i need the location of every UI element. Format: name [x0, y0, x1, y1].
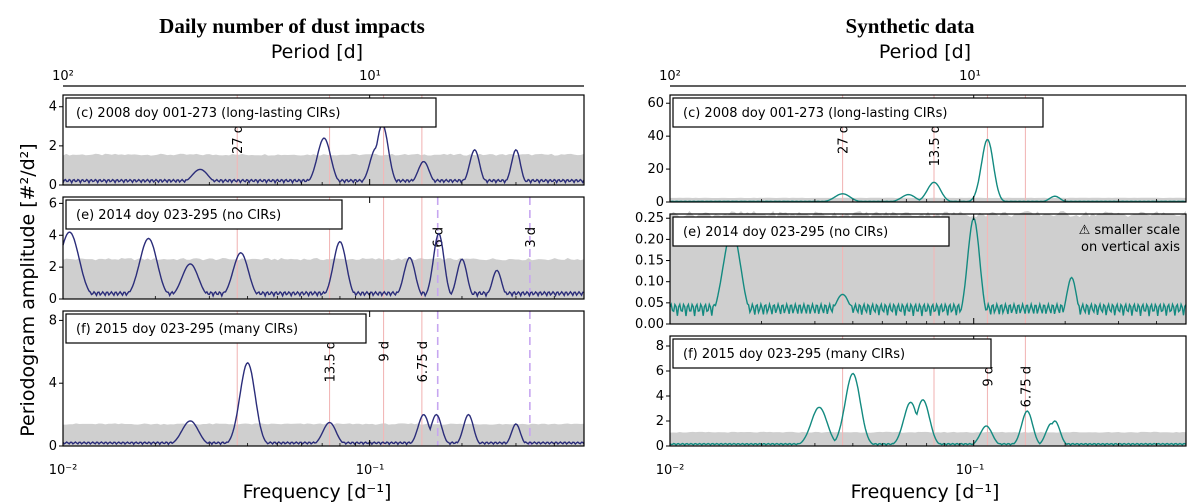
- plot-frame: [62, 94, 585, 186]
- period-marker-label: 9 d: [378, 341, 393, 362]
- period-marker-label: 13.5 d: [324, 341, 339, 382]
- y-tick-label: 20: [647, 162, 664, 177]
- y-tick-label: 4: [49, 100, 57, 115]
- panel-left-c: 27 d 0 2 4 (c) 2008 doy 001-273 (long-lastin…: [49, 94, 585, 193]
- right-bottom-tick-01: 10⁻¹: [956, 463, 985, 478]
- y-tick-label: 0.10: [635, 275, 664, 290]
- plot-frame: [669, 94, 1187, 203]
- plot-frame: [62, 310, 585, 447]
- y-tick-label: 6: [656, 364, 664, 379]
- period-marker-label: 6.75 d: [416, 341, 431, 382]
- y-tick-label: 0.00: [635, 317, 664, 332]
- left-bottom-xlabel: Frequency [d⁻¹]: [243, 481, 392, 502]
- panel-label-box: [672, 216, 950, 247]
- panel-label-box: [65, 97, 437, 128]
- plot-frame: [62, 196, 585, 300]
- periodogram-series-line: [62, 123, 585, 185]
- noise-band: [670, 197, 1186, 202]
- noise-band: [670, 431, 1186, 446]
- left-top-tick-100: 10²: [52, 69, 74, 84]
- period-marker-label: 6.75 d: [1019, 366, 1034, 407]
- y-tick-label: 0.25: [635, 211, 664, 226]
- periodogram-series-line: [669, 217, 1187, 317]
- period-marker-label: 13.5 d: [928, 125, 943, 166]
- panel-right-c: 27 d 13.5 d 0 20 40 60 (c) 2008 doy 001-273 (l…: [647, 94, 1187, 210]
- period-marker-label: 9 d: [981, 366, 996, 387]
- y-tick-label: 2: [49, 139, 57, 154]
- period-marker-label: 6 d: [432, 227, 447, 248]
- y-tick-label: 8: [656, 339, 664, 354]
- y-tick-label: 0: [49, 178, 57, 193]
- period-marker-label: 3 d: [524, 227, 539, 248]
- noise-band: [63, 153, 584, 185]
- right-top-xlabel: Period [d]: [879, 41, 971, 63]
- panel-left-e: 6 d 3 d 0 2 4 6 (e) 2014 doy 023-295 (no CIRs): [49, 196, 585, 307]
- panel-label: (c) 2008 doy 001-273 (long-lasting CIRs): [76, 106, 340, 121]
- panel-right-f: 9 d 6.75 d 0 2 4 6 8 (f) 2015 doy 023-295 (many…: [656, 335, 1187, 454]
- y-tick-label: 40: [647, 129, 664, 144]
- periodogram-series-line: [669, 372, 1187, 446]
- y-tick-label: 8: [49, 313, 57, 328]
- y-tick-label: 0.05: [635, 296, 664, 311]
- panel-left-f: 13.5 d 9 d 6.75 d 0 4 8 (f) 2015 doy 023-295 (…: [49, 310, 585, 454]
- panel-label-box: [65, 199, 343, 230]
- y-tick-label: 2: [49, 260, 57, 275]
- panel-label-box: [672, 97, 1044, 128]
- y-tick-label: 4: [656, 389, 664, 404]
- y-tick-label: 4: [49, 376, 57, 391]
- right-bottom-xlabel: Frequency [d⁻¹]: [851, 481, 1000, 502]
- right-top-tick-100: 10²: [659, 69, 681, 84]
- period-marker-label: 27 d: [231, 125, 246, 154]
- periodogram-series-line: [62, 361, 585, 446]
- y-tick-label: 60: [647, 96, 664, 111]
- y-tick-label: 4: [49, 228, 57, 243]
- left-title: Daily number of dust impacts: [159, 14, 425, 38]
- panel-label: (e) 2014 doy 023-295 (no CIRs): [76, 208, 281, 223]
- panel-label-box: [65, 313, 367, 344]
- right-top-tick-10: 10¹: [959, 69, 981, 84]
- panel-label-box: [672, 338, 992, 369]
- panel-label: (f) 2015 doy 023-295 (many CIRs): [683, 347, 905, 362]
- noise-band: [63, 423, 584, 446]
- plot-frame: [669, 335, 1187, 447]
- y-tick-label: 0: [49, 292, 57, 307]
- y-axis-label: Periodogram amplitude [#²/d²]: [17, 143, 39, 436]
- periodogram-series-line: [62, 231, 585, 299]
- scale-note: on vertical axis: [1081, 240, 1180, 255]
- y-tick-label: 0: [49, 439, 57, 454]
- y-tick-label: 0.20: [635, 232, 664, 247]
- left-bottom-tick-01: 10⁻¹: [356, 463, 385, 478]
- scale-note: ⚠ smaller scale: [1079, 223, 1180, 238]
- right-title: Synthetic data: [846, 14, 975, 38]
- period-marker-label: 27 d: [837, 125, 852, 154]
- plot-frame: [669, 213, 1187, 325]
- panel-right-e: 0.00 0.05 0.10 0.15 0.20 0.25 (e) 2014 doy 023…: [635, 210, 1187, 332]
- left-bottom-tick-001: 10⁻²: [49, 463, 78, 478]
- right-bottom-tick-001: 10⁻²: [656, 463, 685, 478]
- y-tick-label: 0: [656, 195, 664, 210]
- panel-label: (f) 2015 doy 023-295 (many CIRs): [76, 322, 298, 337]
- y-tick-label: 0.15: [635, 254, 664, 269]
- y-tick-label: 0: [656, 439, 664, 454]
- left-top-xlabel: Period [d]: [271, 41, 363, 63]
- y-tick-label: 2: [656, 414, 664, 429]
- y-tick-label: 6: [49, 196, 57, 211]
- panel-label: (c) 2008 doy 001-273 (long-lasting CIRs): [683, 106, 947, 121]
- panel-label: (e) 2014 doy 023-295 (no CIRs): [683, 225, 888, 240]
- left-top-tick-10: 10¹: [359, 69, 381, 84]
